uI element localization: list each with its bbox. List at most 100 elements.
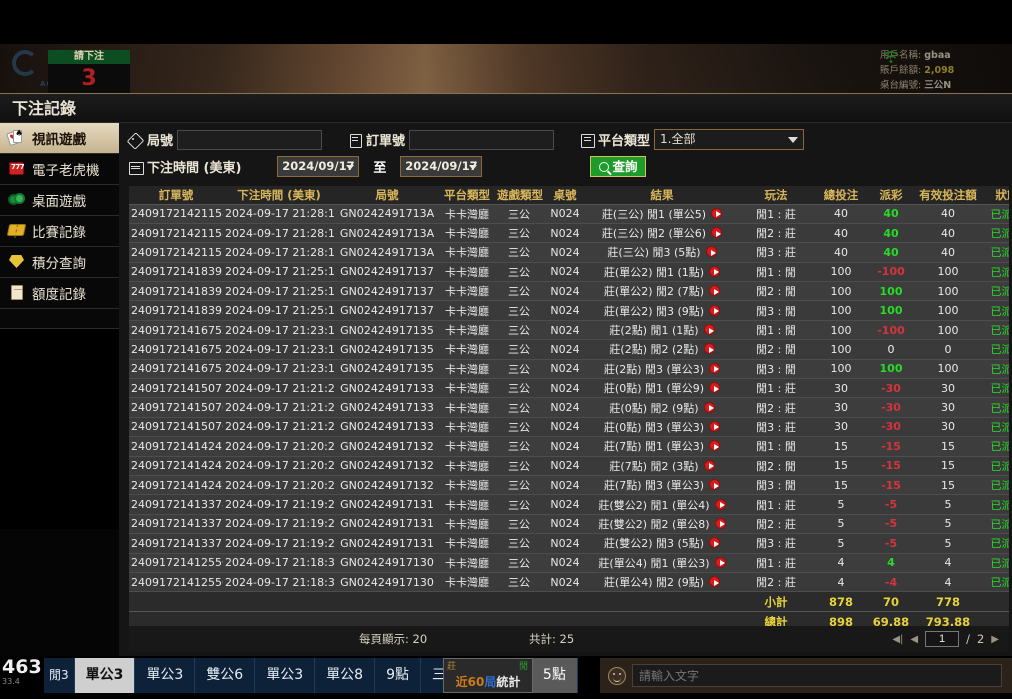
sidebar-item-points-query[interactable]: 積分查詢: [0, 247, 119, 278]
table-row[interactable]: 2409172141675282024-09-17 21:23:17GN0242…: [129, 320, 1009, 341]
play-video-icon[interactable]: [703, 343, 715, 355]
stats-suffix: 統計: [496, 675, 521, 689]
play-video-icon[interactable]: [709, 265, 721, 277]
table-row[interactable]: 2409172141675262024-09-17 21:23:17GN0242…: [129, 359, 1009, 380]
table-row[interactable]: 2409172141507702024-09-17 21:21:23GN0242…: [129, 378, 1009, 399]
sidebar-item-label: 比賽記錄: [32, 225, 86, 241]
calendar-icon: [129, 160, 144, 175]
search-button[interactable]: 查詢: [590, 156, 647, 177]
empty-cell: [587, 611, 737, 626]
game-type-cell: 三公: [495, 514, 543, 535]
play-video-icon[interactable]: [711, 207, 723, 219]
table-row[interactable]: 2409172142115802024-09-17 21:28:16GN0242…: [129, 223, 1009, 244]
round-number-label: 局號: [147, 134, 174, 149]
col-platform-type[interactable]: 平台類型: [439, 186, 495, 205]
status-cell: 已派彩: [981, 339, 1009, 360]
col-total-bet[interactable]: 總投注: [815, 186, 867, 205]
round-number-cell: GN0242491713A: [335, 242, 439, 263]
stats-60-button[interactable]: 莊 閒 近60局統計: [443, 658, 533, 693]
first-page-icon[interactable]: ◀|: [892, 633, 904, 645]
per-page-value: 20: [412, 632, 428, 646]
play-video-icon[interactable]: [703, 401, 715, 413]
play-video-icon[interactable]: [711, 227, 723, 239]
order-doc-icon: [348, 133, 363, 148]
play-video-icon[interactable]: [714, 517, 726, 529]
order-number-cell: 240917214167528: [129, 320, 223, 341]
order-number-input[interactable]: [409, 129, 555, 150]
table-row[interactable]: 2409172141255682024-09-17 21:18:30GN0242…: [129, 572, 1009, 593]
sidebar-item-credit-records[interactable]: 額度記錄: [0, 278, 119, 309]
play-video-icon[interactable]: [714, 556, 726, 568]
sidebar-item-slots[interactable]: 電子老虎機: [0, 154, 119, 185]
table-row[interactable]: 2409172141507692024-09-17 21:21:23GN0242…: [129, 397, 1009, 418]
page-number-input[interactable]: [925, 631, 960, 647]
road-tab-6[interactable]: 9點: [375, 658, 421, 693]
table-row[interactable]: 2409172141337772024-09-17 21:19:25GN0242…: [129, 533, 1009, 554]
platform-type-cell: 卡卡灣廳: [439, 533, 495, 554]
round-number-cell: GN02424917133: [335, 417, 439, 438]
sidebar-item-match-records[interactable]: 比賽記錄: [0, 216, 119, 247]
road-tab-5[interactable]: 單公8: [315, 658, 376, 693]
status-cell: 已派彩: [981, 223, 1009, 244]
table-row[interactable]: 2409172142115812024-09-17 21:28:16GN0242…: [129, 204, 1009, 224]
bet-records-table-wrapper[interactable]: 訂單號 下注時間 (美東) 局號 平台類型 遊戲類型 桌號 結果 玩法 總投注 …: [129, 186, 1009, 626]
play-video-icon[interactable]: [709, 304, 721, 316]
play-video-icon[interactable]: [703, 324, 715, 336]
play-video-icon[interactable]: [714, 498, 726, 510]
next-page-icon[interactable]: ▶: [991, 633, 999, 645]
play-video-icon[interactable]: [709, 420, 721, 432]
table-row[interactable]: 2409172142115792024-09-17 21:28:16GN0242…: [129, 242, 1009, 263]
bottom-bar: 463 33.4 閒3單公3單公3雙公6單公3單公89點三公單公85點 莊 閒 …: [0, 656, 1012, 699]
stats-player-mark: 閒: [518, 662, 528, 672]
road-tab-3[interactable]: 雙公6: [195, 658, 256, 693]
play-video-icon[interactable]: [709, 537, 721, 549]
table-row[interactable]: 2409172141839562024-09-17 21:25:10GN0242…: [129, 281, 1009, 302]
table-row[interactable]: 2409172141337782024-09-17 21:19:25GN0242…: [129, 514, 1009, 535]
sidebar-item-video-games[interactable]: 視訊遊戲: [0, 123, 130, 154]
table-number-cell: N024: [543, 417, 587, 438]
emoji-icon[interactable]: [608, 666, 626, 685]
chat-input[interactable]: [632, 664, 1002, 687]
col-game-type[interactable]: 遊戲類型: [495, 186, 543, 205]
col-valid-bet[interactable]: 有效投注額: [915, 186, 981, 205]
play-video-icon[interactable]: [705, 246, 717, 258]
table-row[interactable]: 2409172141507682024-09-17 21:21:23GN0242…: [129, 417, 1009, 438]
road-tab-4[interactable]: 單公3: [255, 658, 316, 693]
play-video-icon[interactable]: [703, 459, 715, 471]
road-tab-1[interactable]: 單公3: [74, 658, 136, 693]
col-order-number[interactable]: 訂單號: [129, 186, 223, 205]
platform-type-select[interactable]: 1.全部: [654, 129, 805, 150]
col-bet-time[interactable]: 下注時間 (美東): [223, 186, 335, 205]
table-row[interactable]: 2409172141424282024-09-17 21:20:29GN0242…: [129, 475, 1009, 496]
table-row[interactable]: 2409172141255692024-09-17 21:18:30GN0242…: [129, 553, 1009, 573]
play-video-icon[interactable]: [709, 440, 721, 452]
col-payout[interactable]: 派彩: [867, 186, 915, 205]
road-tab-0[interactable]: 閒3: [44, 658, 75, 693]
play-video-icon[interactable]: [709, 382, 721, 394]
table-row[interactable]: 2409172141839552024-09-17 21:25:10GN0242…: [129, 300, 1009, 321]
col-round-number[interactable]: 局號: [335, 186, 439, 205]
table-row[interactable]: 2409172141337802024-09-17 21:19:25GN0242…: [129, 494, 1009, 515]
road-tab-2[interactable]: 單公3: [135, 658, 196, 693]
road-tab-9[interactable]: 5點: [531, 658, 578, 693]
date-to-picker[interactable]: 2024/09/17: [400, 156, 483, 177]
col-status[interactable]: 狀態: [981, 186, 1009, 205]
table-row[interactable]: 2409172141675272024-09-17 21:23:17GN0242…: [129, 339, 1009, 360]
table-row[interactable]: 2409172141424302024-09-17 21:20:29GN0242…: [129, 436, 1009, 457]
col-table-number[interactable]: 桌號: [543, 186, 587, 205]
play-video-icon[interactable]: [709, 285, 721, 297]
round-number-cell: GN02424917130: [335, 572, 439, 593]
round-number-input[interactable]: [177, 129, 323, 150]
table-row[interactable]: 2409172141839582024-09-17 21:25:10GN0242…: [129, 262, 1009, 283]
table-row[interactable]: 2409172141424292024-09-17 21:20:29GN0242…: [129, 456, 1009, 476]
play-video-icon[interactable]: [709, 576, 721, 588]
col-result[interactable]: 結果: [587, 186, 737, 205]
payout-cell: 0: [867, 339, 915, 360]
sidebar-item-table-games[interactable]: 桌面遊戲: [0, 185, 119, 216]
prev-page-icon[interactable]: ◀: [910, 633, 919, 645]
bet-time-cell: 2024-09-17 21:18:30: [223, 572, 335, 593]
date-from-picker[interactable]: 2024/09/17: [277, 156, 360, 177]
play-video-icon[interactable]: [709, 362, 721, 374]
play-video-icon[interactable]: [709, 479, 721, 491]
col-play-type[interactable]: 玩法: [737, 186, 815, 205]
